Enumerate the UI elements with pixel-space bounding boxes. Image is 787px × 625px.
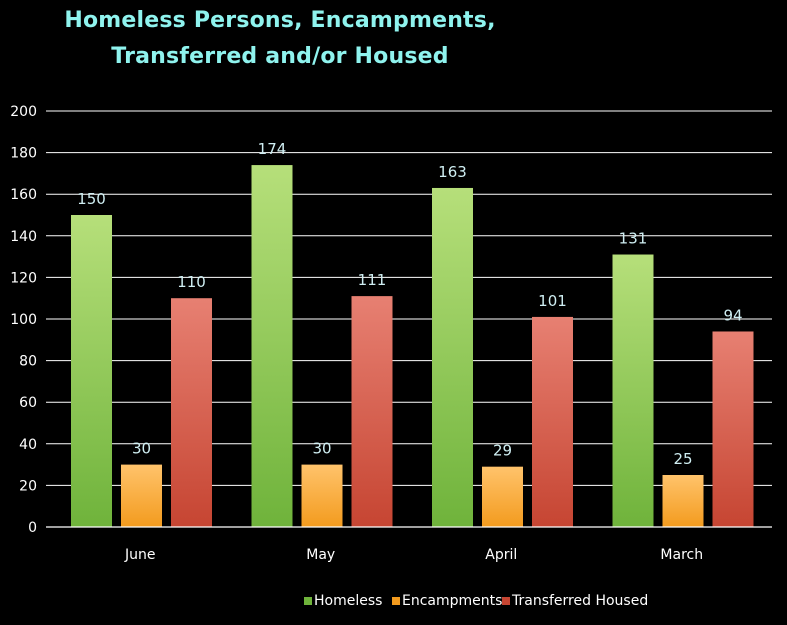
x-tick-label: May (306, 547, 335, 563)
data-label: 111 (358, 271, 387, 289)
x-tick-label: March (660, 547, 703, 563)
y-tick-label: 0 (28, 520, 37, 536)
y-tick-label: 60 (19, 395, 37, 411)
x-tick-label: April (485, 547, 517, 563)
data-label: 94 (723, 306, 742, 324)
bar-transferred-housed (171, 298, 212, 527)
data-label: 131 (619, 230, 648, 248)
data-label: 163 (438, 163, 467, 181)
bar-encampments (121, 464, 162, 527)
data-label: 30 (312, 440, 331, 458)
y-tick-label: 140 (10, 229, 37, 245)
chart-title-line-2: Transferred and/or Housed (111, 44, 449, 69)
y-tick-label: 40 (19, 437, 37, 453)
bar-homeless (251, 165, 293, 527)
legend-swatch (392, 597, 400, 605)
y-tick-label: 80 (19, 354, 37, 370)
legend-label: Homeless (314, 593, 382, 609)
y-tick-label: 100 (10, 312, 37, 328)
data-label: 25 (673, 450, 692, 468)
bar-encampments (662, 475, 704, 527)
data-label: 110 (177, 273, 206, 291)
bar-homeless (71, 215, 112, 527)
bar-homeless (432, 187, 473, 527)
bar-transferred-housed (712, 331, 754, 527)
data-label: 101 (538, 292, 567, 310)
y-tick-label: 20 (19, 478, 37, 494)
legend-swatch (304, 597, 312, 605)
legend-label: Transferred Housed (511, 593, 648, 609)
bar-transferred-housed (532, 316, 573, 527)
chart-title-line-1: Homeless Persons, Encampments, (64, 8, 496, 33)
data-label: 29 (493, 442, 512, 460)
data-label: 30 (132, 440, 151, 458)
legend-swatch (502, 597, 510, 605)
data-label: 174 (258, 140, 287, 158)
y-tick-label: 200 (10, 104, 37, 120)
bar-homeless (612, 254, 654, 527)
x-tick-label: June (124, 547, 156, 563)
y-tick-label: 120 (10, 270, 37, 286)
y-tick-label: 160 (10, 187, 37, 203)
bar-transferred-housed (351, 296, 393, 527)
bar-encampments (482, 466, 523, 527)
data-label: 150 (77, 190, 106, 208)
bar-encampments (301, 464, 343, 527)
legend-label: Encampments (402, 593, 502, 609)
y-tick-label: 180 (10, 146, 37, 162)
